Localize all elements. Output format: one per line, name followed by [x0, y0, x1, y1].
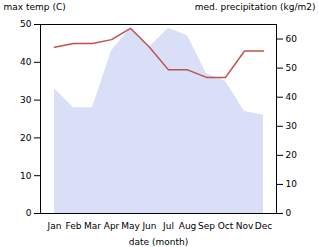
svg-text:10: 10 — [286, 179, 298, 189]
svg-text:20: 20 — [286, 150, 298, 160]
svg-text:Mar: Mar — [84, 221, 101, 231]
svg-text:med. precipitation (kg/m2): med. precipitation (kg/m2) — [195, 2, 316, 12]
svg-text:Oct: Oct — [218, 221, 234, 231]
svg-text:40: 40 — [286, 92, 298, 102]
svg-text:Jan: Jan — [47, 221, 62, 231]
svg-text:Feb: Feb — [66, 221, 82, 231]
svg-text:10: 10 — [20, 171, 32, 181]
svg-text:Jul: Jul — [162, 221, 174, 231]
svg-text:50: 50 — [286, 63, 298, 73]
svg-text:Nov: Nov — [236, 221, 254, 231]
svg-text:20: 20 — [20, 133, 32, 143]
svg-text:0: 0 — [286, 208, 292, 218]
svg-text:50: 50 — [20, 19, 32, 29]
svg-text:May: May — [121, 221, 140, 231]
svg-text:Jun: Jun — [141, 221, 156, 231]
svg-text:Aug: Aug — [179, 221, 197, 231]
svg-text:Dec: Dec — [255, 221, 272, 231]
svg-text:60: 60 — [286, 34, 298, 44]
svg-text:max temp (C): max temp (C) — [4, 2, 66, 12]
svg-text:30: 30 — [20, 95, 32, 105]
svg-text:date (month): date (month) — [129, 237, 188, 247]
svg-text:30: 30 — [286, 121, 298, 131]
svg-text:40: 40 — [20, 57, 32, 67]
svg-text:Sep: Sep — [198, 221, 215, 231]
svg-text:0: 0 — [26, 208, 32, 218]
svg-text:Apr: Apr — [104, 221, 120, 231]
